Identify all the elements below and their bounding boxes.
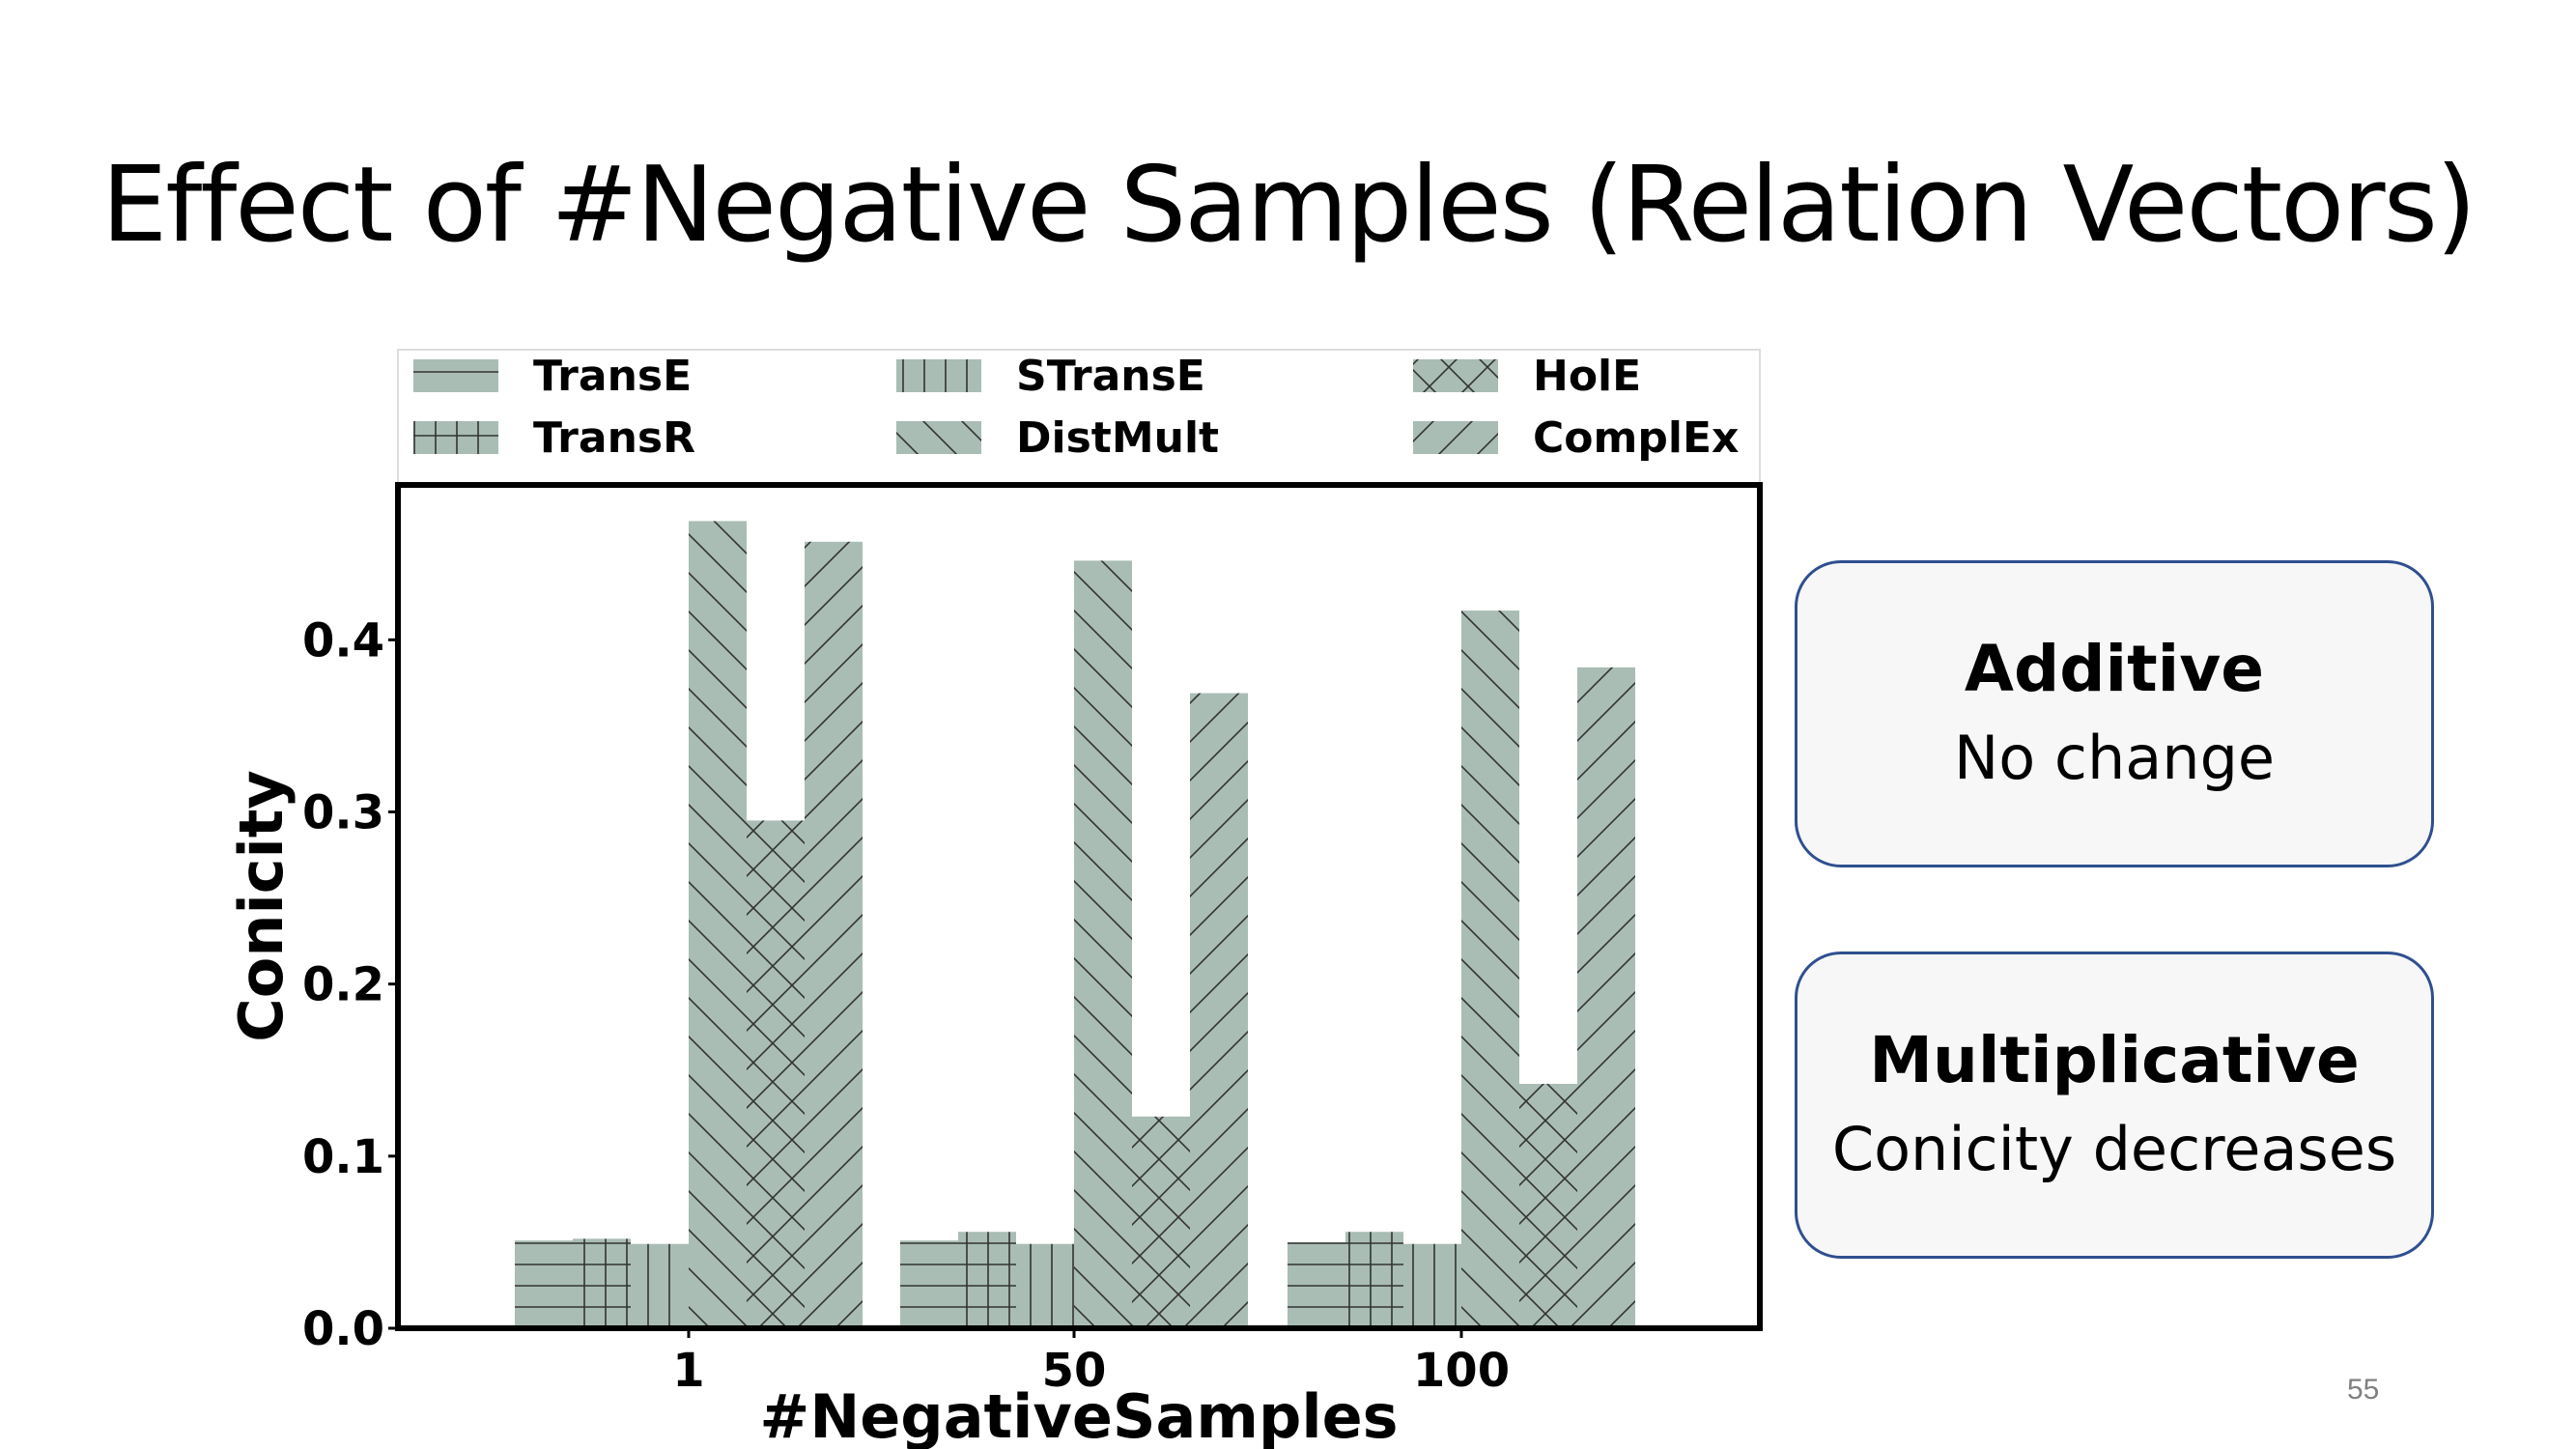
bar-distmult-100 <box>1461 611 1519 1328</box>
bar-distmult-1 <box>689 521 747 1328</box>
bar-transe-50 <box>900 1240 958 1328</box>
slide-title: Effect of #Negative Samples (Relation Ve… <box>101 145 2477 266</box>
y-tick-label: 0.2 <box>302 958 384 1012</box>
legend-swatch-distmult <box>896 421 981 454</box>
x-tick-label: 50 <box>1042 1344 1107 1398</box>
chart-legend: TransE TransR STransE DistMult HolE ComplEx <box>397 349 1761 484</box>
additive-heading: Additive <box>1964 632 2265 706</box>
multiplicative-text: Conicity decreases <box>1831 1114 2397 1184</box>
additive-text: No change <box>1953 723 2276 793</box>
bar-complex-100 <box>1577 667 1635 1328</box>
y-axis-label: Conicity <box>226 770 297 1042</box>
slide-number: 55 <box>2347 1374 2380 1406</box>
y-tick-label: 0.1 <box>302 1130 384 1184</box>
bar-transe-100 <box>1288 1241 1345 1328</box>
legend-label-transr: TransR <box>533 413 695 463</box>
legend-swatch-hole <box>1413 359 1498 392</box>
bar-hole-1 <box>747 820 805 1328</box>
y-tick-label: 0.4 <box>302 613 384 668</box>
bar-transr-50 <box>958 1232 1016 1328</box>
x-axis-label: #NegativeSamples <box>759 1381 1398 1449</box>
bar-transr-1 <box>573 1238 631 1328</box>
legend-box <box>397 349 1761 484</box>
bar-hole-100 <box>1519 1084 1577 1328</box>
bar-distmult-50 <box>1074 560 1132 1328</box>
bar-stranse-100 <box>1403 1243 1461 1328</box>
legend-label-complex: ComplEx <box>1533 413 1739 463</box>
chart-axes: 0.0 0.1 0.2 0.3 0.4 1 50 100 #NegativeSamples Con… <box>226 482 1763 1449</box>
y-tick-label: 0.3 <box>302 786 384 840</box>
bar-stranse-50 <box>1016 1243 1074 1328</box>
legend-label-stranse: STransE <box>1016 352 1205 401</box>
additive-box: Additive No change <box>1795 560 2434 867</box>
legend-swatch-complex <box>1413 421 1498 454</box>
legend-label-distmult: DistMult <box>1016 413 1219 463</box>
bar-complex-50 <box>1190 693 1248 1328</box>
multiplicative-heading: Multiplicative <box>1869 1023 2360 1097</box>
legend-label-hole: HolE <box>1533 352 1641 401</box>
legend-swatch-stranse <box>896 359 981 392</box>
x-tick-label: 1 <box>672 1344 704 1398</box>
bar-transr-100 <box>1345 1232 1403 1328</box>
bar-stranse-1 <box>631 1243 689 1328</box>
bar-complex-1 <box>805 541 863 1328</box>
plot-frame <box>395 482 1763 1331</box>
y-tick-label: 0.0 <box>302 1302 384 1356</box>
bar-transe-1 <box>515 1240 573 1328</box>
bar-hole-50 <box>1132 1116 1190 1328</box>
x-tick-label: 100 <box>1413 1344 1510 1398</box>
legend-label-transe: TransE <box>533 352 692 401</box>
legend-swatch-transe <box>413 359 498 392</box>
chart-bars <box>515 521 1635 1328</box>
legend-swatch-transr <box>413 421 498 454</box>
multiplicative-box: Multiplicative Conicity decreases <box>1795 952 2434 1259</box>
